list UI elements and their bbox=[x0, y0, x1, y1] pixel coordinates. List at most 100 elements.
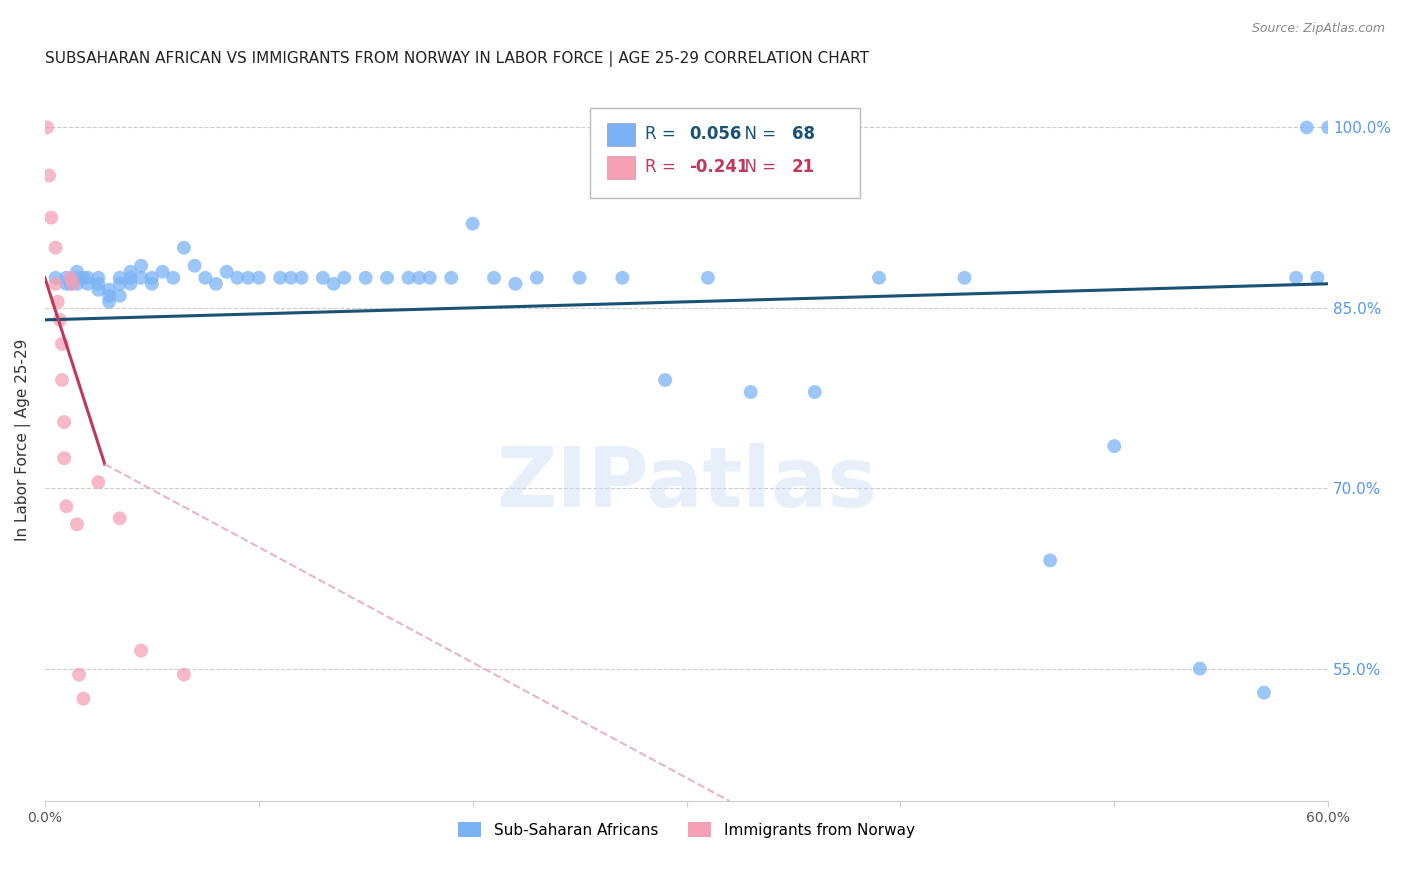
Point bbox=[51, 373, 73, 387]
FancyBboxPatch shape bbox=[607, 156, 636, 179]
Point bbox=[108, 277, 131, 291]
Point bbox=[98, 283, 121, 297]
Text: 21: 21 bbox=[792, 159, 815, 177]
Text: N =: N = bbox=[734, 159, 782, 177]
Point bbox=[1188, 662, 1211, 676]
Point bbox=[87, 475, 110, 490]
Point bbox=[505, 277, 527, 291]
Point bbox=[66, 265, 89, 279]
Point bbox=[398, 270, 420, 285]
Point bbox=[1306, 270, 1329, 285]
Point bbox=[868, 270, 890, 285]
Point bbox=[1295, 120, 1317, 135]
Point bbox=[59, 277, 82, 291]
Point bbox=[120, 270, 142, 285]
Point bbox=[98, 289, 121, 303]
Point bbox=[45, 277, 67, 291]
Point bbox=[141, 277, 163, 291]
Point bbox=[173, 667, 195, 681]
Point bbox=[66, 270, 89, 285]
Point bbox=[354, 270, 377, 285]
Y-axis label: In Labor Force | Age 25-29: In Labor Force | Age 25-29 bbox=[15, 339, 31, 541]
Point bbox=[269, 270, 291, 285]
Point bbox=[1253, 686, 1275, 700]
Point bbox=[162, 270, 184, 285]
Point bbox=[322, 277, 344, 291]
Point bbox=[419, 270, 441, 285]
Point bbox=[39, 211, 62, 225]
Point bbox=[333, 270, 356, 285]
Point bbox=[312, 270, 335, 285]
Point bbox=[108, 270, 131, 285]
Point bbox=[526, 270, 548, 285]
Text: N =: N = bbox=[734, 125, 782, 144]
Point bbox=[440, 270, 463, 285]
Point bbox=[236, 270, 259, 285]
Point bbox=[612, 270, 634, 285]
Point bbox=[53, 415, 76, 429]
Point bbox=[129, 270, 152, 285]
Point bbox=[696, 270, 718, 285]
Point bbox=[804, 384, 827, 399]
Legend: Sub-Saharan Africans, Immigrants from Norway: Sub-Saharan Africans, Immigrants from No… bbox=[453, 815, 921, 844]
Point bbox=[120, 277, 142, 291]
Text: R =: R = bbox=[645, 159, 682, 177]
Point bbox=[173, 241, 195, 255]
Point bbox=[45, 241, 67, 255]
Point bbox=[35, 120, 58, 135]
Point bbox=[53, 451, 76, 466]
Text: -0.241: -0.241 bbox=[689, 159, 748, 177]
Point bbox=[461, 217, 484, 231]
Point bbox=[740, 384, 762, 399]
Point bbox=[59, 270, 82, 285]
Point bbox=[87, 270, 110, 285]
Point bbox=[290, 270, 312, 285]
Point bbox=[1317, 120, 1340, 135]
Point bbox=[205, 277, 228, 291]
Point bbox=[194, 270, 217, 285]
Point bbox=[45, 270, 67, 285]
Point bbox=[108, 289, 131, 303]
Point bbox=[280, 270, 302, 285]
Point bbox=[120, 265, 142, 279]
Text: SUBSAHARAN AFRICAN VS IMMIGRANTS FROM NORWAY IN LABOR FORCE | AGE 25-29 CORRELAT: SUBSAHARAN AFRICAN VS IMMIGRANTS FROM NO… bbox=[45, 51, 869, 67]
Point bbox=[87, 283, 110, 297]
Text: R =: R = bbox=[645, 125, 682, 144]
Point bbox=[375, 270, 398, 285]
Point bbox=[66, 517, 89, 532]
Point bbox=[67, 667, 90, 681]
Point bbox=[72, 691, 94, 706]
Point bbox=[226, 270, 249, 285]
Text: Source: ZipAtlas.com: Source: ZipAtlas.com bbox=[1251, 22, 1385, 36]
Point bbox=[87, 277, 110, 291]
Point bbox=[76, 270, 98, 285]
Point bbox=[49, 313, 72, 327]
FancyBboxPatch shape bbox=[607, 122, 636, 145]
Point bbox=[76, 277, 98, 291]
Point bbox=[215, 265, 238, 279]
Text: 0.056: 0.056 bbox=[689, 125, 741, 144]
Point bbox=[1285, 270, 1308, 285]
Point bbox=[183, 259, 205, 273]
Point bbox=[568, 270, 591, 285]
Point bbox=[62, 277, 84, 291]
Point bbox=[482, 270, 505, 285]
Point bbox=[55, 500, 77, 514]
Point bbox=[141, 270, 163, 285]
Point bbox=[129, 643, 152, 657]
Point bbox=[72, 270, 94, 285]
FancyBboxPatch shape bbox=[591, 108, 859, 198]
Point bbox=[129, 259, 152, 273]
Point bbox=[408, 270, 430, 285]
Point bbox=[1104, 439, 1126, 453]
Point bbox=[38, 169, 60, 183]
Point bbox=[108, 511, 131, 525]
Point bbox=[654, 373, 676, 387]
Point bbox=[55, 270, 77, 285]
Point bbox=[46, 294, 69, 309]
Text: 68: 68 bbox=[792, 125, 814, 144]
Point bbox=[55, 277, 77, 291]
Text: ZIPatlas: ZIPatlas bbox=[496, 443, 877, 524]
Point bbox=[152, 265, 174, 279]
Point bbox=[247, 270, 270, 285]
